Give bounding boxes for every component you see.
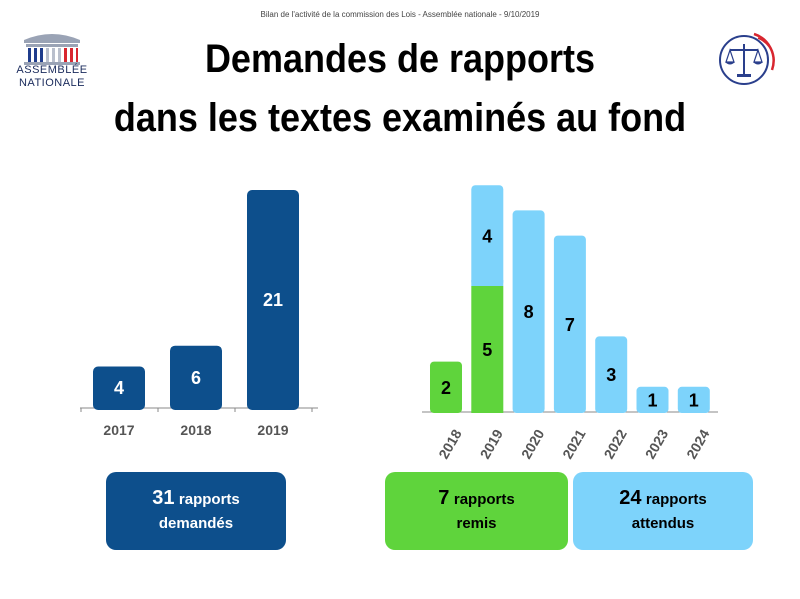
summary-attendus-word: rapports [645,491,707,508]
x-tick-label-2023: 2023 [642,426,672,461]
summary-demandes-card: 31 rapports demandés [106,472,286,550]
summary-remis-number: 7 [438,487,450,509]
x-tick-label-2019: 2019 [257,422,288,438]
bar-label-remis-2018: 2 [441,378,451,398]
header-caption: Bilan de l'activité de la commission des… [260,10,540,19]
logo-text-line1: ASSEMBLÉE [16,64,88,76]
bar-attendus-2022 [595,336,628,413]
summary-attendus-label: attendus [631,515,695,532]
bar-label-attendus-2022: 3 [606,365,616,385]
bar-label-attendus-2019: 4 [482,227,492,247]
summary-demandes-number: 31 [152,487,175,509]
bar-remis-2018 [430,361,462,413]
bar-attendus-2019 [471,185,504,286]
x-tick-label-2018: 2018 [435,426,465,461]
bar-attendus-2020 [512,210,545,413]
summary-remis-word: rapports [453,491,515,508]
x-tick-label-2020: 2020 [518,426,548,461]
page-title-line1: Demandes de rapports [204,37,596,81]
logo-text-line2: NATIONALE [18,77,86,89]
bar-attendus-2019-joint [471,280,504,286]
hemicycle-icon [24,34,80,65]
bar-label-2019: 21 [263,290,283,310]
page-title-line2: dans les textes examinés au fond [113,96,687,140]
bar-label-attendus-2024: 1 [689,390,699,410]
summary-attendus-card: 24 rapports attendus [573,472,753,550]
bar-label-2017: 4 [114,378,124,398]
x-tick-label-2021: 2021 [559,426,589,461]
summary-attendus-number: 24 [619,487,642,509]
bar-2019 [247,190,299,410]
summary-remis-card: 7 rapports remis [385,472,568,550]
bar-label-remis-2019: 5 [482,340,492,360]
commission-des-lois-logo [718,30,778,90]
bar-label-attendus-2020: 8 [524,302,534,322]
bar-attendus-2021 [553,235,586,413]
bar-2018 [170,345,222,410]
bar-attendus-2023 [636,386,669,413]
x-tick-label-2018: 2018 [180,422,211,438]
scales-of-justice-icon [719,32,775,85]
x-tick-label-2019: 2019 [477,426,507,461]
summary-demandes-word: rapports [178,491,240,508]
summary-remis-label: remis [456,515,497,532]
bar-2017 [93,366,145,410]
assemblee-nationale-logo: ASSEMBLÉE NATIONALE [14,26,90,92]
bar-label-2018: 6 [191,368,201,388]
bar-label-attendus-2021: 7 [565,315,575,335]
x-tick-label-2024: 2024 [683,426,713,461]
bar-label-attendus-2023: 1 [647,390,657,410]
x-tick-label-2017: 2017 [103,422,134,438]
summary-demandes-label: demandés [158,515,234,532]
bar-attendus-2024 [677,386,710,413]
x-tick-label-2022: 2022 [600,426,630,461]
bar-remis-2019 [471,286,504,413]
